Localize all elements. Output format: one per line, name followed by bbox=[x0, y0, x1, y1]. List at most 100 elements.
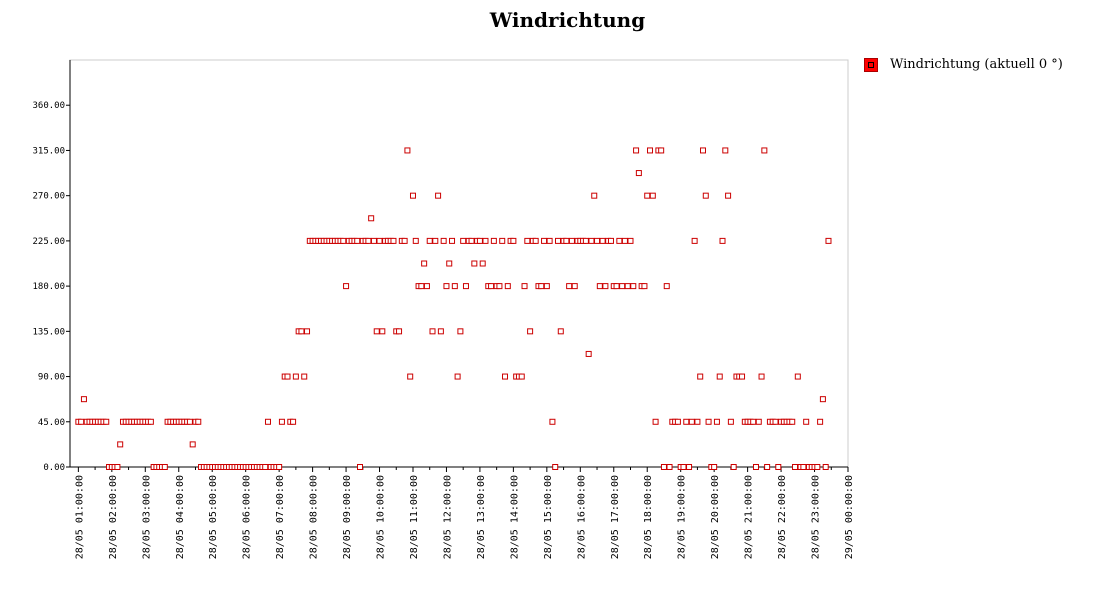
data-point bbox=[621, 237, 628, 244]
data-point bbox=[264, 418, 271, 425]
data-point bbox=[652, 418, 659, 425]
data-point bbox=[541, 237, 548, 244]
data-point bbox=[409, 192, 416, 199]
data-point bbox=[602, 283, 609, 290]
data-point bbox=[591, 192, 598, 199]
data-point bbox=[401, 237, 408, 244]
data-point bbox=[426, 237, 433, 244]
data-point bbox=[195, 418, 202, 425]
data-point bbox=[343, 283, 350, 290]
data-point bbox=[301, 373, 308, 380]
data-point bbox=[599, 237, 606, 244]
data-point bbox=[482, 237, 489, 244]
y-tick-label: 45.00 bbox=[38, 418, 65, 428]
data-point bbox=[161, 464, 168, 470]
x-tick-label: 28/05 03:00:00 bbox=[141, 475, 152, 559]
data-point bbox=[630, 283, 637, 290]
data-point bbox=[596, 283, 603, 290]
data-point bbox=[502, 373, 509, 380]
data-point bbox=[727, 418, 734, 425]
x-tick-label: 28/05 22:00:00 bbox=[777, 475, 788, 559]
data-point bbox=[462, 283, 469, 290]
data-point bbox=[376, 237, 383, 244]
data-point bbox=[429, 328, 436, 335]
data-point bbox=[819, 396, 826, 403]
data-point bbox=[711, 464, 718, 470]
data-point bbox=[457, 328, 464, 335]
data-point bbox=[758, 373, 765, 380]
data-point bbox=[713, 418, 720, 425]
data-point bbox=[527, 328, 534, 335]
data-point bbox=[521, 283, 528, 290]
data-point bbox=[794, 373, 801, 380]
data-point bbox=[117, 441, 124, 448]
data-point bbox=[680, 464, 687, 470]
data-point bbox=[725, 192, 732, 199]
data-point bbox=[437, 328, 444, 335]
data-point bbox=[719, 237, 726, 244]
data-point bbox=[658, 147, 665, 154]
data-point bbox=[663, 283, 670, 290]
data-point bbox=[616, 237, 623, 244]
x-tick-label: 28/05 09:00:00 bbox=[342, 475, 353, 559]
data-point bbox=[822, 464, 829, 470]
data-point bbox=[147, 418, 154, 425]
data-point bbox=[304, 328, 311, 335]
data-point bbox=[524, 237, 531, 244]
plot-area bbox=[69, 59, 849, 468]
x-tick-label: 28/05 14:00:00 bbox=[509, 475, 520, 559]
data-point bbox=[750, 418, 757, 425]
data-point bbox=[390, 237, 397, 244]
y-tick-label: 180.00 bbox=[32, 282, 65, 292]
x-tick-label: 28/05 08:00:00 bbox=[309, 475, 320, 559]
y-tick-label: 135.00 bbox=[32, 327, 65, 337]
data-point bbox=[566, 283, 573, 290]
data-point bbox=[538, 283, 545, 290]
data-point bbox=[543, 283, 550, 290]
x-tick-label: 28/05 23:00:00 bbox=[811, 475, 822, 559]
data-point bbox=[716, 373, 723, 380]
y-tick-label: 360.00 bbox=[32, 101, 65, 111]
x-tick-label: 28/05 21:00:00 bbox=[744, 475, 755, 559]
data-point bbox=[80, 396, 87, 403]
data-point bbox=[557, 328, 564, 335]
data-point bbox=[499, 237, 506, 244]
data-point bbox=[412, 237, 419, 244]
data-point bbox=[407, 373, 414, 380]
x-ticks: 28/05 01:00:00 28/05 02:00:00 28/05 03:00:… bbox=[74, 467, 855, 559]
data-point bbox=[571, 283, 578, 290]
data-point bbox=[624, 283, 631, 290]
data-point bbox=[488, 283, 495, 290]
x-tick-label: 28/05 02:00:00 bbox=[108, 475, 119, 559]
data-point bbox=[800, 464, 807, 470]
data-point bbox=[103, 418, 110, 425]
data-point bbox=[613, 283, 620, 290]
y-tick-label: 225.00 bbox=[32, 237, 65, 247]
data-point bbox=[496, 283, 503, 290]
x-tick-label: 28/05 05:00:00 bbox=[208, 475, 219, 559]
legend-label: Windrichtung (aktuell 0 °) bbox=[890, 57, 1063, 72]
data-point bbox=[421, 260, 428, 267]
data-point bbox=[792, 464, 799, 470]
x-tick-label: 28/05 20:00:00 bbox=[710, 475, 721, 559]
data-point bbox=[702, 192, 709, 199]
data-point bbox=[365, 237, 372, 244]
data-point bbox=[739, 373, 746, 380]
y-tick-label: 315.00 bbox=[32, 146, 65, 156]
data-point bbox=[755, 418, 762, 425]
data-point bbox=[446, 260, 453, 267]
data-point bbox=[443, 283, 450, 290]
x-tick-label: 28/05 11:00:00 bbox=[409, 475, 420, 559]
data-point bbox=[697, 373, 704, 380]
data-point bbox=[563, 237, 570, 244]
data-point bbox=[404, 147, 411, 154]
data-point bbox=[688, 418, 695, 425]
data-point bbox=[340, 237, 347, 244]
data-point bbox=[641, 283, 648, 290]
data-point bbox=[705, 418, 712, 425]
data-point bbox=[683, 418, 690, 425]
x-tick-label: 29/05 00:00:00 bbox=[844, 475, 855, 559]
data-point bbox=[471, 260, 478, 267]
data-point bbox=[504, 283, 511, 290]
